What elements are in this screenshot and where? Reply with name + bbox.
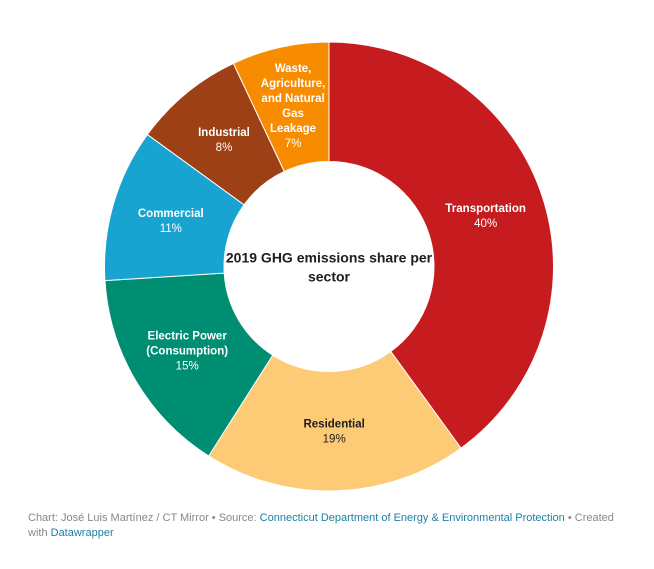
slice-label: Leakage (270, 123, 316, 135)
slice-label-group: Residential 19% (303, 419, 364, 446)
slice-label: Waste, (275, 63, 312, 75)
slice-label: (Consumption) (146, 345, 228, 357)
slice-label: Electric Power (148, 330, 228, 342)
slice-electric-power-consumption[interactable] (104, 272, 274, 457)
slice-label: Agriculture, (261, 78, 326, 90)
slice-label-group: Industrial 8% (198, 127, 250, 154)
slice-transportation[interactable] (328, 41, 554, 449)
slice-label-group: Commercial 11% (138, 208, 204, 235)
slice-value-label: 40% (474, 218, 497, 230)
slice-residential[interactable] (208, 350, 462, 492)
chart-title-line: sector (308, 269, 351, 285)
slice-value-label: 19% (323, 434, 346, 446)
slice-value-label: 15% (176, 360, 199, 372)
slice-value-label: 7% (285, 138, 302, 150)
slice-label-group: Waste, Agriculture, and Natural Gas Leakage 7… (261, 63, 326, 150)
slice-value-label: 8% (216, 142, 233, 154)
slice-label: Gas (282, 108, 304, 120)
donut-chart: Transportation 40% Residential 19% Electric … (104, 41, 554, 492)
slice-label: Industrial (198, 127, 250, 139)
source-link[interactable]: Connecticut Department of Energy & Envir… (259, 512, 565, 524)
slice-label: and Natural (261, 93, 324, 105)
slice-label: Residential (303, 419, 364, 431)
labels-layer: Transportation 40% Residential 19% Electric … (138, 63, 526, 445)
chart-title: 2019 GHG emissions share per sector (226, 250, 433, 285)
slice-label-group: Electric Power (Consumption) 15% (146, 330, 228, 372)
slice-value-label: 11% (160, 223, 182, 235)
footer-credit: Chart: José Luis Martínez / CT Mirror • … (28, 512, 260, 524)
slice-waste-agriculture-and-natural-gas-leakage[interactable] (232, 41, 330, 173)
chart-footer: Chart: José Luis Martínez / CT Mirror • … (28, 511, 628, 541)
slice-label: Transportation (445, 203, 526, 215)
datawrapper-link[interactable]: Datawrapper (50, 527, 114, 539)
footer-created-text: • Created with (28, 512, 614, 539)
chart-title-line: 2019 GHG emissions share per (226, 250, 433, 266)
slices-layer (104, 41, 554, 492)
slice-label: Commercial (138, 208, 204, 220)
slice-label-group: Transportation 40% (445, 203, 526, 230)
